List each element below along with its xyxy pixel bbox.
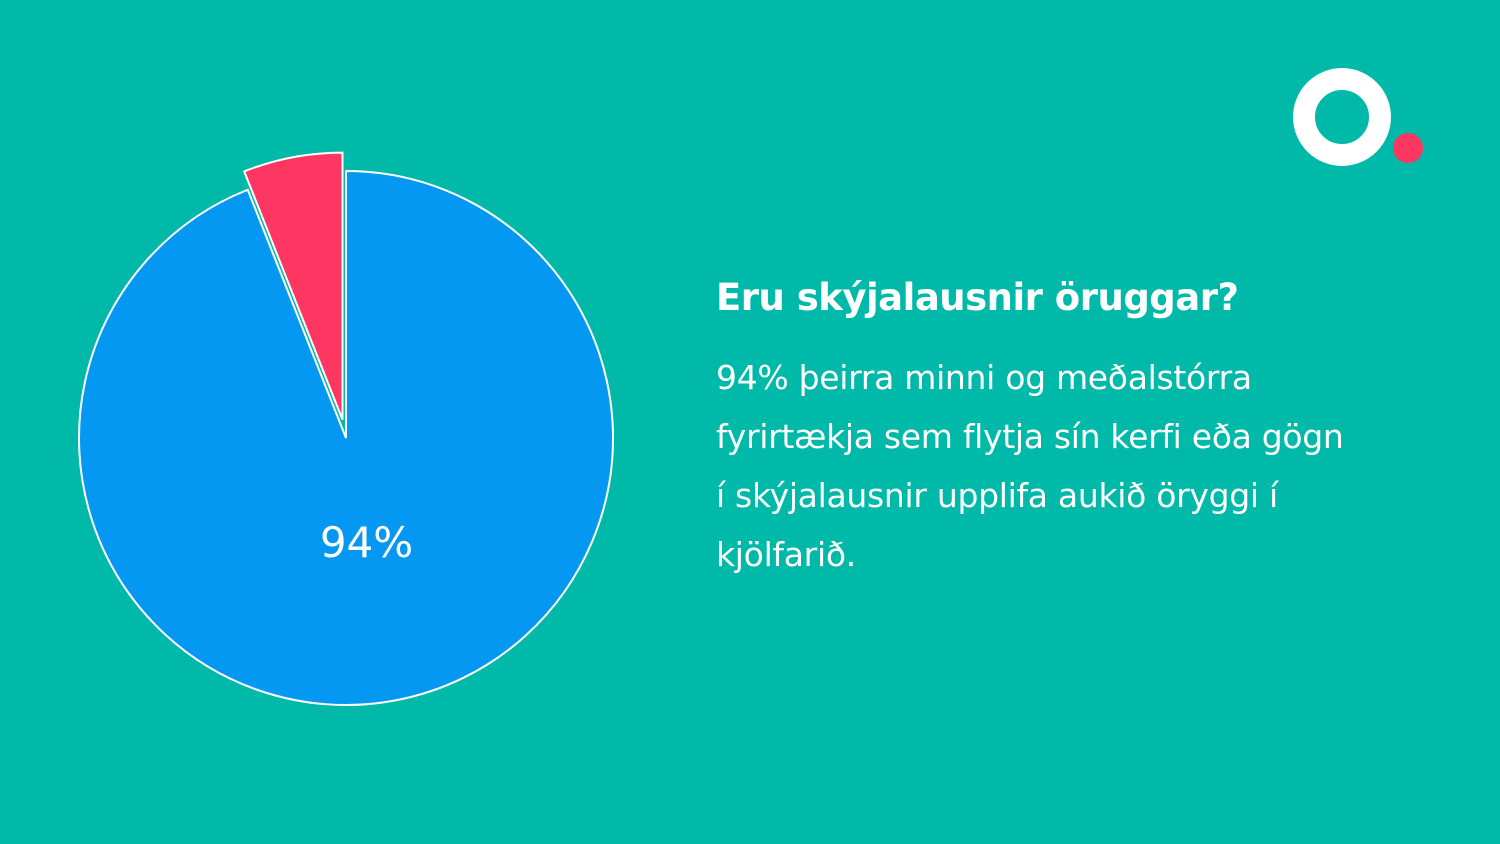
logo — [1293, 68, 1423, 166]
chart-title: Eru skýjalausnir öruggar? — [716, 276, 1239, 319]
logo-ring — [1293, 68, 1391, 166]
logo-dot — [1393, 133, 1423, 163]
slice-label: 94% — [320, 518, 413, 567]
pie-slice — [242, 151, 344, 421]
pie-slice — [78, 169, 614, 706]
description: 94% þeirra minni og meðalstórra fyrirtæk… — [716, 358, 1344, 574]
